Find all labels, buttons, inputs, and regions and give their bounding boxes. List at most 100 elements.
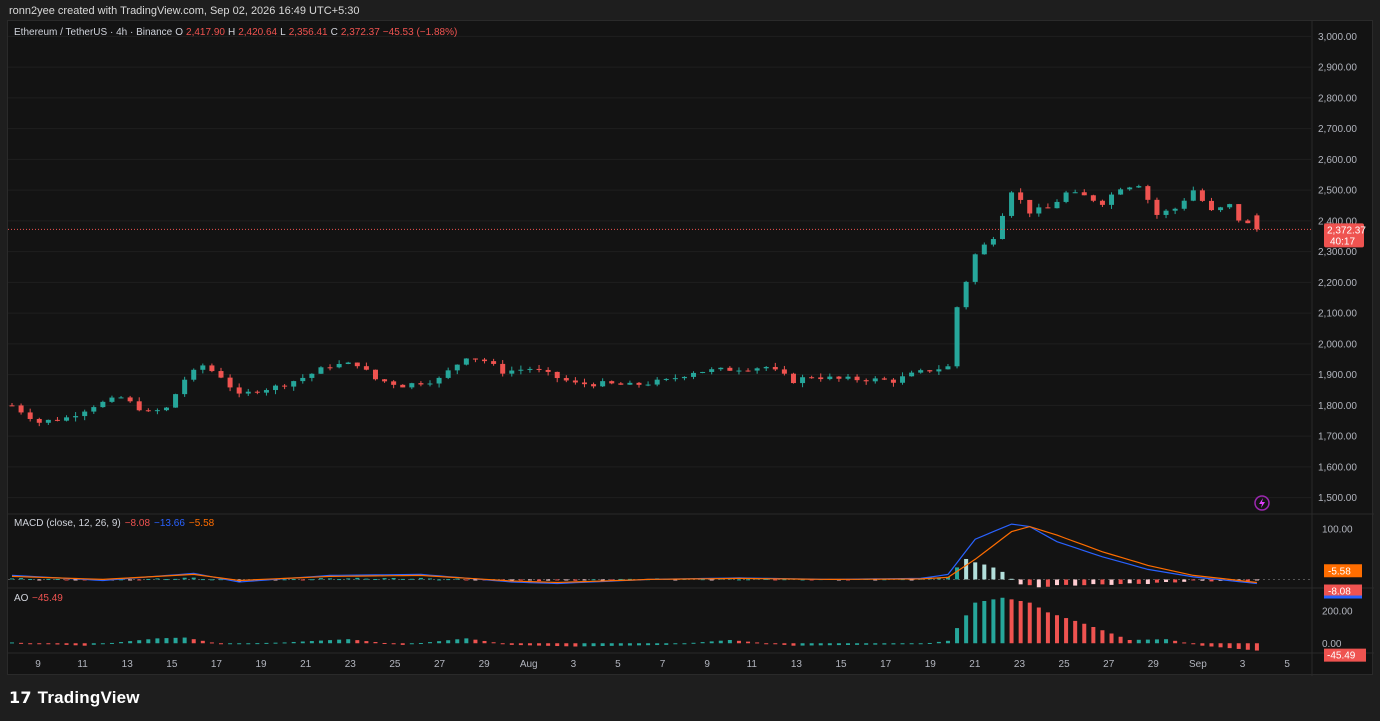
candle[interactable] xyxy=(727,367,733,371)
candle[interactable] xyxy=(82,411,88,417)
candle[interactable] xyxy=(745,370,751,372)
candle[interactable] xyxy=(545,369,551,372)
candle[interactable] xyxy=(18,405,24,413)
candle[interactable] xyxy=(1127,187,1133,190)
candle[interactable] xyxy=(900,376,906,383)
candle[interactable] xyxy=(772,366,778,370)
candle[interactable] xyxy=(1181,200,1187,209)
candle[interactable] xyxy=(909,372,915,377)
candle[interactable] xyxy=(36,418,42,423)
candle[interactable] xyxy=(636,382,642,385)
candle[interactable] xyxy=(191,369,197,380)
candle[interactable] xyxy=(154,410,160,412)
candle[interactable] xyxy=(400,384,406,388)
candle[interactable] xyxy=(654,379,660,385)
candle[interactable] xyxy=(463,358,469,365)
candle[interactable] xyxy=(1072,192,1078,194)
candle[interactable] xyxy=(418,383,424,385)
candle[interactable] xyxy=(500,363,506,374)
chart-container[interactable]: 3,000.00 2,900.00 2,800.00 2,700.00 2,600.00… xyxy=(7,20,1374,676)
candle[interactable] xyxy=(581,382,587,385)
candle[interactable] xyxy=(918,370,924,373)
candle[interactable] xyxy=(409,383,415,388)
candle[interactable] xyxy=(645,384,651,386)
candle[interactable] xyxy=(627,382,633,385)
candle[interactable] xyxy=(282,385,288,387)
candle[interactable] xyxy=(1054,201,1060,209)
lightning-icon[interactable] xyxy=(1254,495,1270,511)
candle[interactable] xyxy=(554,371,560,379)
candle[interactable] xyxy=(1190,190,1196,201)
candle[interactable] xyxy=(1154,199,1160,215)
candle[interactable] xyxy=(1245,220,1251,224)
candle[interactable] xyxy=(836,376,842,379)
candle[interactable] xyxy=(336,364,342,368)
candle[interactable] xyxy=(318,367,324,374)
candle[interactable] xyxy=(1099,200,1105,205)
candle[interactable] xyxy=(736,370,742,372)
candle[interactable] xyxy=(681,376,687,379)
candle[interactable] xyxy=(9,405,15,407)
candle[interactable] xyxy=(1063,192,1069,202)
candle[interactable] xyxy=(781,369,787,374)
candle[interactable] xyxy=(763,366,769,369)
candle[interactable] xyxy=(672,378,678,380)
candle[interactable] xyxy=(1027,199,1033,214)
candle[interactable] xyxy=(1009,192,1015,216)
candle[interactable] xyxy=(1090,195,1096,201)
candle[interactable] xyxy=(1236,204,1242,221)
candle[interactable] xyxy=(1109,194,1115,205)
candle[interactable] xyxy=(436,377,442,384)
candle[interactable] xyxy=(109,397,115,402)
candle[interactable] xyxy=(27,412,33,419)
candle[interactable] xyxy=(981,244,987,255)
candle[interactable] xyxy=(1018,192,1024,200)
chart-canvas[interactable]: 3,000.00 2,900.00 2,800.00 2,700.00 2,600.00… xyxy=(8,21,1374,676)
candle[interactable] xyxy=(663,378,669,380)
candle[interactable] xyxy=(536,368,542,370)
candle[interactable] xyxy=(999,215,1005,240)
candle[interactable] xyxy=(200,365,206,370)
candle[interactable] xyxy=(64,417,70,421)
candle[interactable] xyxy=(509,370,515,374)
candle[interactable] xyxy=(454,364,460,371)
candle[interactable] xyxy=(1218,207,1224,211)
candle[interactable] xyxy=(1145,186,1151,200)
candle[interactable] xyxy=(527,368,533,370)
candle[interactable] xyxy=(218,371,224,378)
candle[interactable] xyxy=(1227,204,1233,208)
candle[interactable] xyxy=(609,381,615,384)
candle[interactable] xyxy=(300,377,306,382)
candle[interactable] xyxy=(963,281,969,308)
candle[interactable] xyxy=(245,391,251,394)
candle[interactable] xyxy=(809,377,815,379)
candle[interactable] xyxy=(263,390,269,393)
candle[interactable] xyxy=(427,383,433,385)
candle[interactable] xyxy=(790,373,796,384)
candle[interactable] xyxy=(309,373,315,378)
candle[interactable] xyxy=(382,379,388,382)
candle[interactable] xyxy=(163,407,169,411)
candle[interactable] xyxy=(345,362,351,365)
candle[interactable] xyxy=(91,407,97,412)
candle[interactable] xyxy=(927,370,933,372)
candle[interactable] xyxy=(618,383,624,385)
candle[interactable] xyxy=(254,391,260,393)
candle[interactable] xyxy=(236,387,242,394)
candle[interactable] xyxy=(563,378,569,381)
candle[interactable] xyxy=(1172,208,1178,211)
candle[interactable] xyxy=(718,367,724,370)
candle[interactable] xyxy=(854,376,860,381)
candle[interactable] xyxy=(1136,186,1142,188)
candle[interactable] xyxy=(273,385,279,391)
candle[interactable] xyxy=(1118,189,1124,195)
candle[interactable] xyxy=(881,378,887,380)
candle[interactable] xyxy=(372,369,378,380)
candle[interactable] xyxy=(863,380,869,382)
candle[interactable] xyxy=(73,416,79,418)
candle[interactable] xyxy=(227,377,233,388)
candle[interactable] xyxy=(136,401,142,411)
candle[interactable] xyxy=(691,372,697,377)
candle[interactable] xyxy=(482,359,488,362)
candle[interactable] xyxy=(872,378,878,382)
